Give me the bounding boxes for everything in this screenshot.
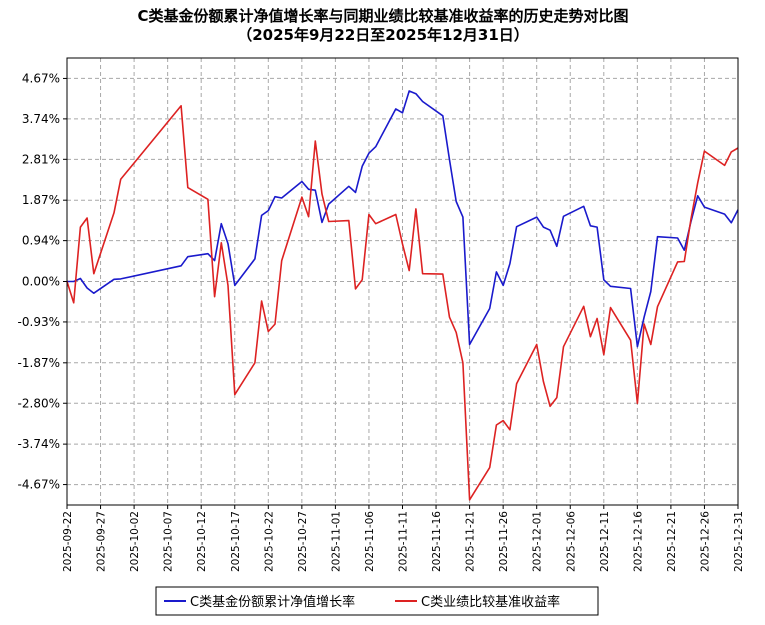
plot-area-border (66, 57, 739, 506)
y-tick-label: -1.87% (18, 356, 60, 370)
x-tick-label: 2025-10-12 (196, 511, 208, 572)
x-tick-label: 2025-10-27 (297, 511, 309, 572)
x-axis-ticks: 2025-09-22 2025-09-27 2025-10-02 2025-10-07… (62, 505, 745, 572)
y-tick-label: 2.81% (22, 152, 60, 166)
y-tick-label: 0.00% (22, 275, 60, 289)
x-tick-label: 2025-10-07 (163, 511, 175, 572)
y-tick-label: 3.74% (22, 112, 60, 126)
legend: C类基金份额累计净值增长率 C类业绩比较基准收益率 (155, 586, 599, 616)
y-tick-label: -3.74% (18, 437, 60, 451)
x-tick-label: 2025-10-02 (129, 511, 141, 572)
x-tick-label: 2025-12-01 (532, 511, 544, 572)
x-tick-label: 2025-11-16 (431, 511, 443, 572)
chart-subtitle: （2025年9月22日至2025年12月31日） (237, 26, 529, 44)
chart-title: C类基金份额累计净值增长率与同期业绩比较基准收益率的历史走势对比图 (137, 7, 628, 25)
y-tick-label: 4.67% (22, 71, 60, 85)
x-tick-label: 2025-09-27 (96, 511, 108, 572)
y-tick-label: 0.94% (22, 234, 60, 248)
x-tick-label: 2025-11-26 (498, 511, 510, 572)
x-tick-label: 2025-10-17 (230, 511, 242, 572)
x-tick-label: 2025-12-26 (699, 511, 711, 572)
legend-label-series-1: C类基金份额累计净值增长率 (190, 594, 355, 610)
series-lines (66, 90, 739, 501)
x-tick-label: 2025-12-16 (632, 511, 644, 572)
y-tick-label: 1.87% (22, 193, 60, 207)
x-tick-label: 2025-12-11 (599, 511, 611, 572)
x-tick-label: 2025-11-06 (364, 511, 376, 572)
legend-label-series-2: C类业绩比较基准收益率 (421, 594, 560, 610)
y-tick-label: -0.93% (18, 315, 60, 329)
x-tick-label: 2025-11-01 (330, 511, 342, 572)
series-line-2 (66, 105, 739, 501)
x-tick-label: 2025-11-21 (465, 511, 477, 572)
x-tick-label: 2025-12-06 (565, 511, 577, 572)
x-tick-label: 2025-12-31 (733, 511, 745, 572)
x-tick-label: 2025-10-22 (263, 511, 275, 572)
x-tick-label: 2025-12-21 (666, 511, 678, 572)
legend-box (155, 586, 599, 616)
y-tick-label: -4.67% (18, 478, 60, 492)
series-line-1 (67, 90, 739, 348)
grid (66, 58, 739, 505)
x-tick-label: 2025-11-11 (398, 511, 410, 572)
x-tick-label: 2025-09-22 (62, 511, 74, 572)
y-axis-ticks: 4.67% 3.74% 2.81% 1.87% 0.94% 0.00% -0.93% -1.8… (18, 71, 67, 492)
y-tick-label: -2.80% (18, 396, 60, 410)
